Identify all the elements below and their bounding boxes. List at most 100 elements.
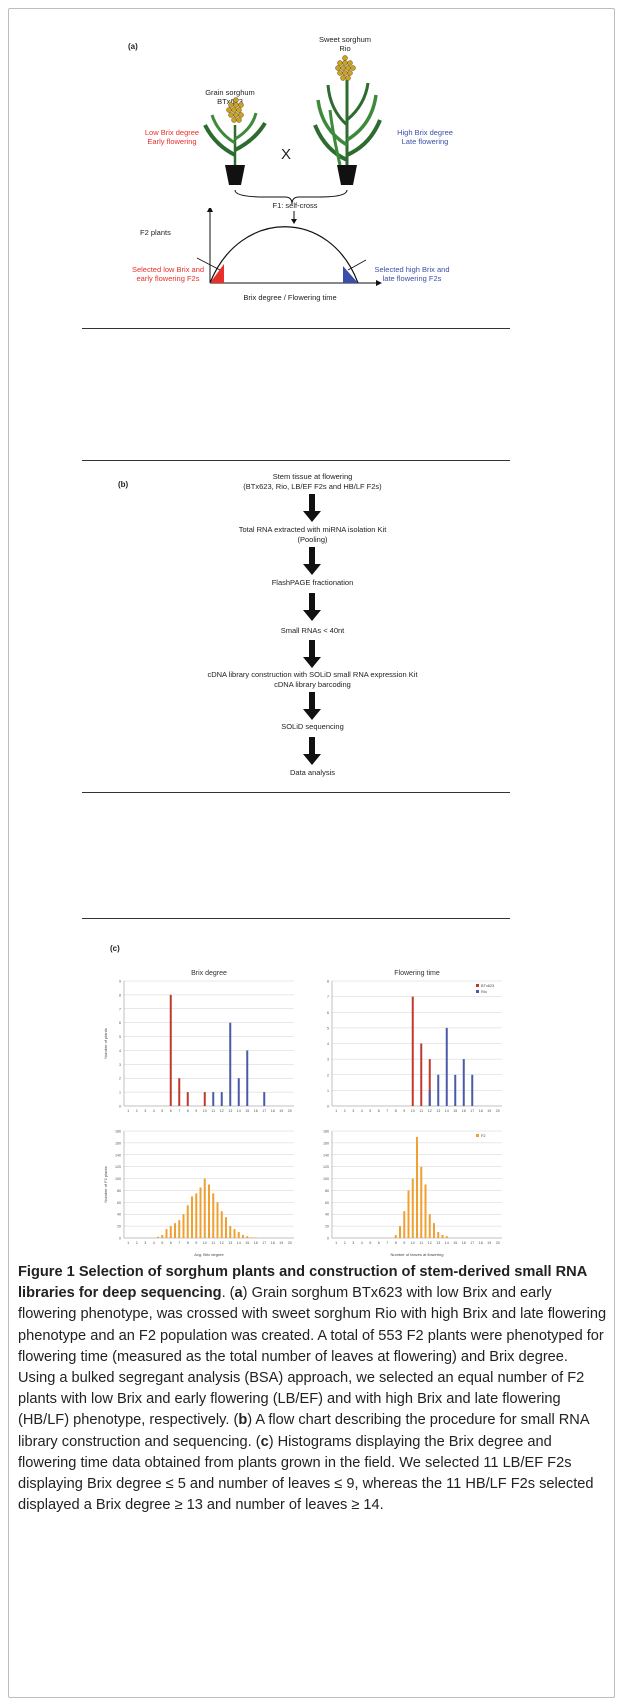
bar bbox=[242, 1235, 244, 1238]
y-tick-label: 9 bbox=[119, 980, 121, 984]
y-tick-label: 8 bbox=[327, 980, 329, 984]
x-tick-label: 3 bbox=[352, 1109, 354, 1113]
bar bbox=[246, 1236, 249, 1238]
y-tick-label: 160 bbox=[115, 1141, 121, 1145]
x-tick-label: 11 bbox=[419, 1109, 423, 1113]
y-tick-label: 4 bbox=[327, 1042, 329, 1046]
bar bbox=[216, 1202, 219, 1238]
legend-swatch bbox=[476, 984, 479, 987]
y-tick-label: 0 bbox=[119, 1105, 121, 1109]
xaxis-label: Brix degree / Flowering time bbox=[243, 293, 337, 302]
bar bbox=[161, 1235, 164, 1238]
legend-label: BTx623 bbox=[481, 984, 494, 988]
x-tick-label: 18 bbox=[271, 1241, 275, 1245]
grain-trait-1: Low Brix degree bbox=[144, 128, 200, 137]
bar bbox=[403, 1211, 406, 1238]
legend-swatch bbox=[476, 990, 479, 993]
x-tick-label: 2 bbox=[344, 1109, 346, 1113]
figure-caption: Figure 1 Selection of sorghum plants and… bbox=[18, 1262, 608, 1516]
x-tick-label: 11 bbox=[211, 1109, 215, 1113]
bar bbox=[220, 1092, 223, 1106]
y-tick-label: 60 bbox=[117, 1201, 121, 1205]
legend-label: F2 bbox=[481, 1134, 485, 1138]
x-tick-label: 6 bbox=[170, 1109, 172, 1113]
f2-plants-label: F2 plants bbox=[140, 228, 171, 237]
caption-text-4: ) Histograms displaying the Brix degree … bbox=[18, 1433, 594, 1514]
y-tick-label: 6 bbox=[327, 1011, 329, 1015]
x-tick-label: 2 bbox=[344, 1241, 346, 1245]
divider-1 bbox=[82, 328, 510, 329]
bar bbox=[433, 1223, 435, 1238]
bar bbox=[437, 1232, 440, 1238]
x-tick-label: 13 bbox=[436, 1109, 440, 1113]
x-tick-label: 1 bbox=[335, 1241, 337, 1245]
x-tick-label: 20 bbox=[288, 1241, 292, 1245]
x-tick-label: 1 bbox=[127, 1241, 129, 1245]
bar bbox=[237, 1232, 240, 1238]
y-tick-label: 6 bbox=[119, 1021, 121, 1025]
x-tick-label: 17 bbox=[470, 1241, 474, 1245]
bar bbox=[445, 1027, 448, 1106]
x-tick-label: 19 bbox=[487, 1109, 491, 1113]
caption-text-3: ) A flow chart describing the procedure … bbox=[18, 1412, 589, 1450]
y-tick-label: 40 bbox=[325, 1213, 329, 1217]
y-tick-label: 40 bbox=[117, 1213, 121, 1217]
figure-frame bbox=[8, 8, 615, 1698]
bar bbox=[237, 1078, 240, 1106]
caption-ref-b: b bbox=[238, 1412, 248, 1429]
bar bbox=[186, 1205, 189, 1238]
y-tick-label: 160 bbox=[323, 1141, 329, 1145]
x-tick-label: 13 bbox=[228, 1241, 232, 1245]
x-tick-label: 17 bbox=[262, 1241, 266, 1245]
flow-arrow-down-icon bbox=[303, 593, 321, 621]
bar bbox=[420, 1166, 423, 1238]
grain-name: BTx623 bbox=[217, 97, 243, 106]
legend-swatch bbox=[476, 1134, 479, 1137]
bar bbox=[178, 1220, 181, 1238]
divider-2 bbox=[82, 460, 510, 461]
bar bbox=[254, 1237, 257, 1238]
x-tick-label: 12 bbox=[220, 1109, 224, 1113]
x-tick-label: 12 bbox=[220, 1241, 224, 1245]
x-tick-label: 8 bbox=[395, 1109, 397, 1113]
x-tick-label: 1 bbox=[127, 1109, 129, 1113]
y-tick-label: 2 bbox=[119, 1077, 121, 1081]
selected-low-1: Selected low Brix and bbox=[131, 265, 205, 274]
bar bbox=[220, 1211, 223, 1238]
x-tick-label: 11 bbox=[419, 1241, 423, 1245]
y-tick-label: 180 bbox=[115, 1130, 121, 1134]
bar bbox=[212, 1193, 215, 1238]
x-tick-label: 14 bbox=[445, 1241, 449, 1245]
x-tick-label: 5 bbox=[369, 1241, 371, 1245]
x-tick-label: 5 bbox=[369, 1109, 371, 1113]
bar bbox=[394, 1235, 397, 1238]
x-tick-label: 15 bbox=[453, 1241, 457, 1245]
bar bbox=[428, 1214, 431, 1238]
x-tick-label: 10 bbox=[203, 1109, 207, 1113]
flow-step-6: SOLiD sequencing bbox=[281, 722, 344, 731]
bar bbox=[229, 1022, 232, 1106]
caption-title: Selection of sorghum plants and construc… bbox=[18, 1264, 587, 1302]
x-tick-label: 9 bbox=[195, 1241, 197, 1245]
bar bbox=[441, 1235, 444, 1238]
sweet-sorghum-plant-icon bbox=[313, 55, 382, 185]
flow-step-3: FlashPAGE fractionation bbox=[271, 578, 354, 587]
legend-label: Rio bbox=[481, 990, 487, 994]
panel-a-label: (a) bbox=[128, 42, 138, 51]
y-tick-label: 0 bbox=[327, 1237, 329, 1241]
bar bbox=[471, 1074, 474, 1106]
bar bbox=[165, 1229, 168, 1238]
x-tick-label: 10 bbox=[203, 1241, 207, 1245]
chart-title: Flowering time bbox=[394, 970, 440, 977]
x-tick-label: 5 bbox=[161, 1241, 163, 1245]
x-tick-label: 3 bbox=[352, 1241, 354, 1245]
bar bbox=[203, 1178, 206, 1238]
x-tick-label: 18 bbox=[479, 1109, 483, 1113]
caption-ref-c: c bbox=[260, 1433, 269, 1450]
y-tick-label: 20 bbox=[325, 1225, 329, 1229]
x-tick-label: 2 bbox=[136, 1109, 138, 1113]
x-tick-label: 6 bbox=[378, 1241, 380, 1245]
x-tick-label: 6 bbox=[170, 1241, 172, 1245]
bar bbox=[420, 1043, 423, 1106]
